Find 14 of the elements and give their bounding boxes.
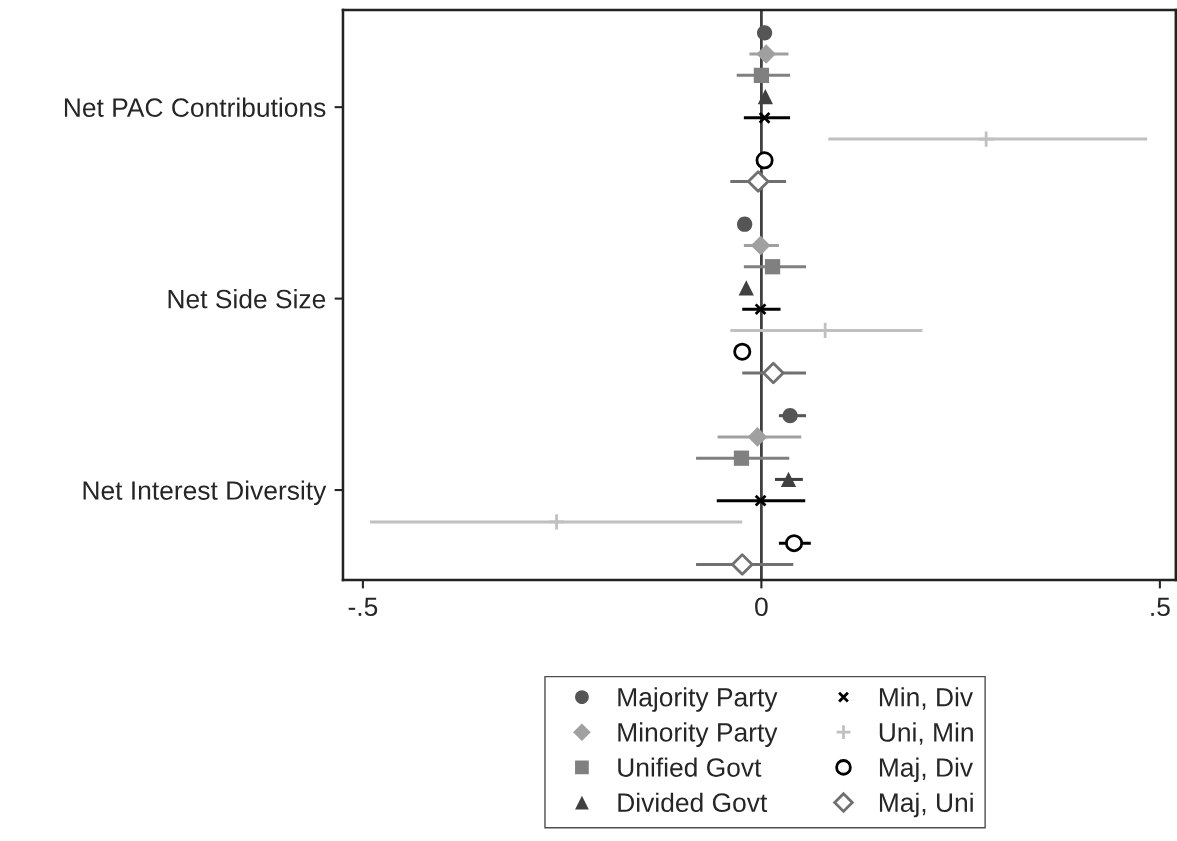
legend-label: Divided Govt: [618, 792, 768, 813]
x-tick-label: .5: [1151, 597, 1170, 617]
legend-label: Minority Party: [618, 722, 778, 747]
y-tick-label: Net Side Size: [168, 289, 326, 309]
y-tick-label: Net PAC Contributions: [64, 97, 326, 117]
legend-label: Majority Party: [618, 687, 778, 712]
legend-label: Min, Div: [879, 687, 973, 710]
y-tick-label: Net Interest Diversity: [83, 480, 327, 506]
x-tick-label: 0: [755, 597, 768, 617]
legend-label: Uni, Min: [879, 722, 973, 745]
legend-label: Maj, Uni: [879, 792, 973, 818]
legend-label: Maj, Div: [879, 757, 973, 783]
x-tick-label: -.5: [348, 597, 378, 617]
legend-label: Unified Govt: [618, 757, 762, 777]
